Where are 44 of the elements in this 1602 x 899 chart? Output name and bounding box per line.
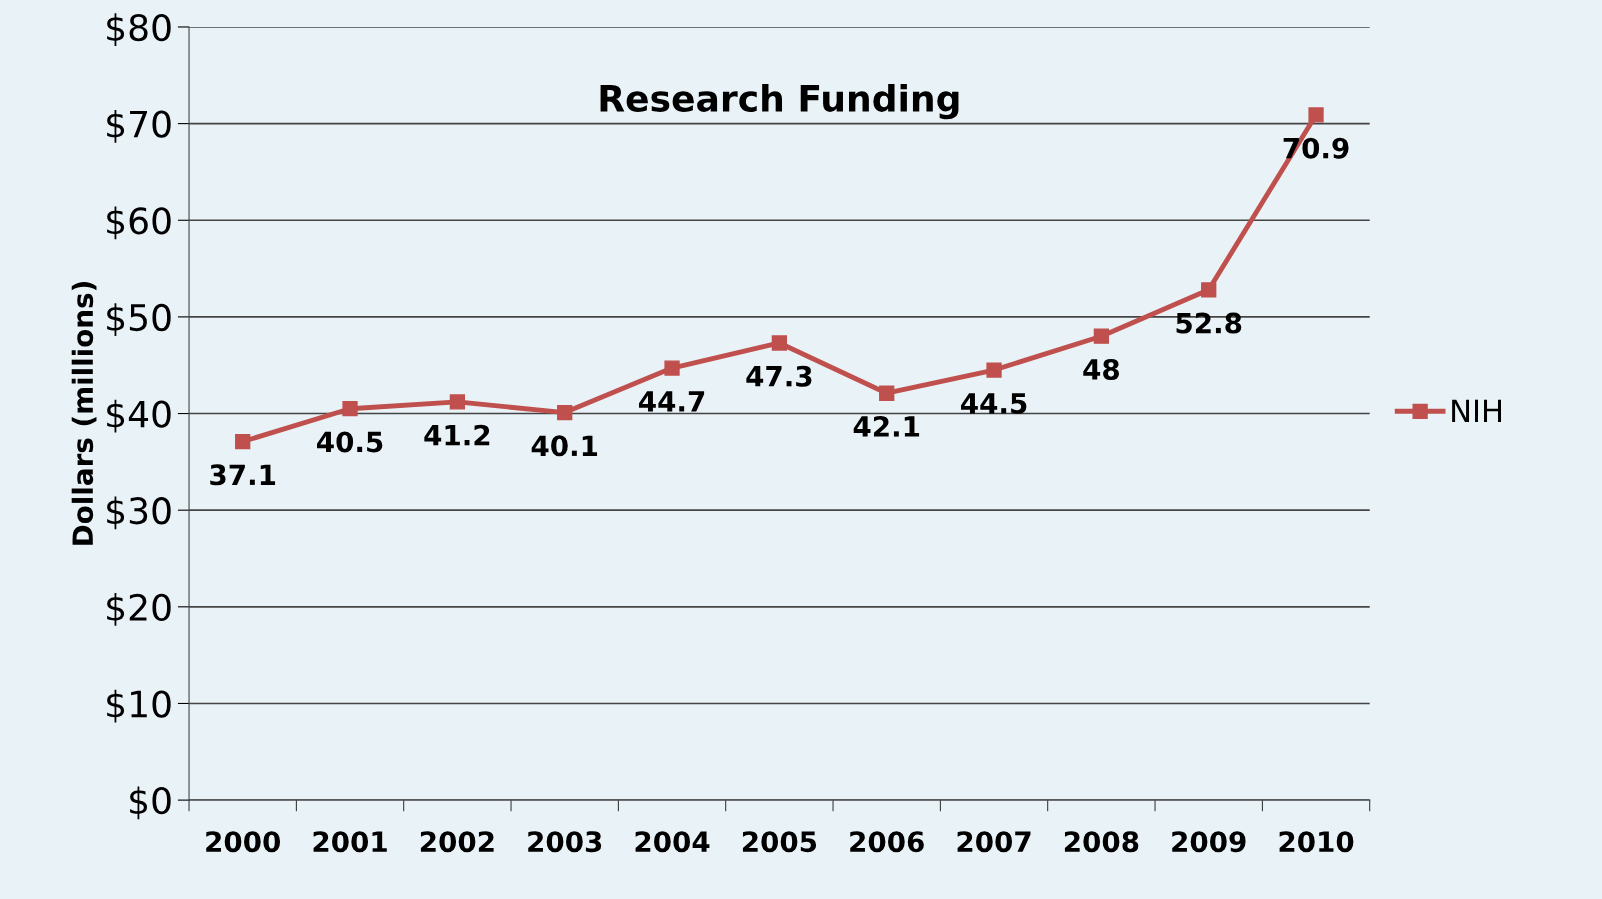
- data-label: 52.8: [1176, 312, 1242, 334]
- x-tick-label: 2007: [957, 831, 1031, 853]
- x-tick-label: 2000: [206, 831, 281, 853]
- y-tick-label: $60: [107, 206, 171, 240]
- x-tick-label: 2002: [420, 831, 494, 853]
- x-tick-label: 2005: [742, 831, 817, 853]
- x-tick-label: 2010: [1279, 831, 1354, 853]
- y-axis-title: Dollars (millions): [71, 282, 97, 545]
- data-label: 40.5: [317, 431, 383, 453]
- y-tick-label: $40: [107, 399, 171, 433]
- point: [771, 335, 788, 351]
- point: [342, 401, 358, 417]
- data-label: 40.1: [531, 435, 598, 457]
- data-label: 47.3: [746, 365, 812, 387]
- point: [1093, 328, 1110, 344]
- x-tick-label: 2006: [850, 831, 924, 853]
- y-tick-label: $30: [107, 496, 171, 530]
- y-tick-label: $80: [107, 13, 171, 46]
- point: [879, 385, 895, 401]
- data-label: 37.1: [210, 464, 276, 486]
- data-label: 44.7: [639, 391, 705, 412]
- data-label: 44.5: [961, 393, 1027, 414]
- y-tick-label: $70: [107, 109, 171, 143]
- point: [449, 394, 466, 410]
- y-tick-label: $50: [107, 303, 171, 336]
- text: Research Funding: [600, 83, 959, 120]
- point: [557, 404, 573, 421]
- point: [1201, 282, 1217, 298]
- data-label: 42.1: [853, 415, 920, 437]
- y-tick-label: $0: [130, 786, 171, 820]
- x-tick-label: 2009: [1172, 831, 1246, 853]
- data-label: 48: [1083, 358, 1119, 380]
- point: [986, 362, 1002, 378]
- x-tick-label: 2001: [313, 831, 387, 853]
- point: [235, 433, 251, 450]
- point: [1308, 107, 1324, 123]
- x-tick-label: 2003: [528, 831, 602, 853]
- data-label: 41.2: [424, 424, 490, 446]
- y-tick-label: $10: [107, 689, 171, 723]
- legend-label: NIH: [1452, 399, 1501, 422]
- y-tick-label: $20: [107, 593, 171, 626]
- point: [664, 360, 680, 376]
- x-tick-label: 2008: [1064, 831, 1139, 853]
- x-tick-label: 2004: [635, 831, 710, 853]
